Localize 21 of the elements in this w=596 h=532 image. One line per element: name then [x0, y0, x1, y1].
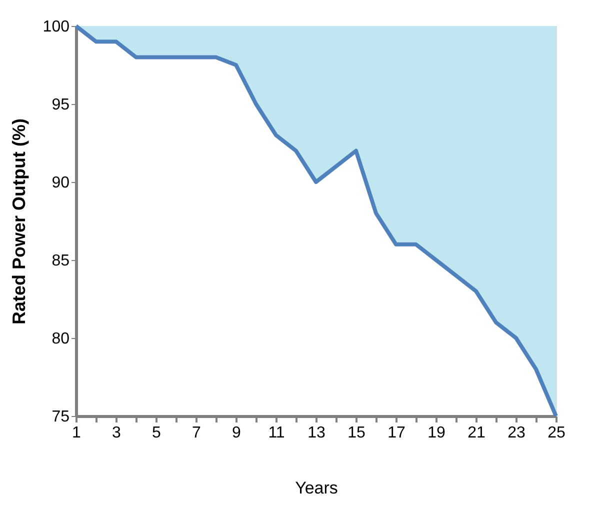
x-tick-label: 11 — [268, 424, 285, 442]
y-tick-label: 80 — [52, 330, 70, 348]
x-tick-label: 3 — [112, 424, 122, 442]
x-tick-label: 15 — [348, 424, 366, 442]
x-tick-label: 5 — [152, 424, 162, 442]
y-tick-label: 95 — [52, 96, 70, 114]
y-axis-title: Rated Power Output (%) — [8, 118, 29, 324]
x-tick-label: 13 — [308, 424, 326, 442]
x-axis-title: Years — [295, 478, 338, 498]
y-tick-label: 85 — [52, 252, 70, 270]
x-tick-label: 19 — [428, 424, 446, 442]
x-tick-label: 7 — [192, 424, 202, 442]
x-tick-label: 23 — [508, 424, 526, 442]
x-tick-label: 21 — [468, 424, 486, 442]
x-tick-label: 17 — [388, 424, 406, 442]
y-tick-label: 90 — [52, 174, 70, 192]
x-tick-label: 9 — [232, 424, 242, 442]
y-tick-label: 75 — [52, 408, 70, 426]
y-tick-label: 100 — [42, 18, 70, 36]
x-tick-label: 25 — [548, 424, 566, 442]
x-tick-label: 1 — [72, 424, 82, 442]
